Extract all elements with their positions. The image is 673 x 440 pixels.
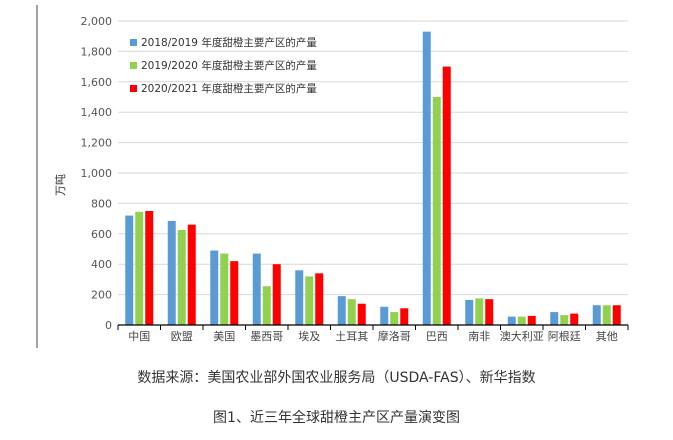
y-tick-label: 200 [91, 289, 112, 302]
bar-1-2 [220, 253, 229, 325]
bar-2-0 [145, 211, 154, 325]
x-tick-label: 巴西 [426, 330, 448, 343]
bar-2-9 [527, 315, 536, 325]
bar-2-3 [272, 264, 281, 325]
x-tick-label: 南非 [468, 330, 490, 343]
bar-1-6 [390, 312, 399, 325]
x-tick-label: 中国 [128, 330, 150, 343]
y-tick-label: 2,000 [81, 15, 113, 28]
x-tick-label: 埃及 [298, 329, 320, 343]
y-tick-label: 1,800 [81, 45, 113, 58]
bar-1-10 [560, 315, 569, 325]
legend-label: 2018/2019 年度甜橙主要产区的产量 [141, 36, 317, 49]
bar-0-2 [210, 250, 219, 325]
bar-2-4 [315, 273, 324, 325]
bar-2-10 [570, 313, 579, 325]
bar-0-8 [465, 299, 474, 325]
y-tick-label: 1,000 [81, 167, 113, 180]
bar-1-9 [517, 316, 526, 325]
bar-1-5 [347, 299, 356, 325]
legend-label: 2020/2021 年度甜橙主要产区的产量 [141, 82, 317, 95]
y-tick-label: 1,200 [81, 137, 113, 150]
bar-0-0 [125, 215, 134, 325]
bar-0-6 [380, 306, 389, 325]
y-tick-label: 0 [105, 319, 112, 332]
bar-2-7 [442, 66, 451, 325]
y-tick-label: 1,600 [81, 76, 113, 89]
bar-chart: 0 200 400 600 800 1,000 1,200 1,400 1,600 1,800 2,… [36, 5, 629, 348]
x-tick-label: 土耳其 [335, 330, 368, 343]
legend-swatch [130, 85, 137, 92]
y-tick-label: 600 [91, 228, 112, 241]
bar-0-7 [422, 31, 431, 325]
bar-1-1 [177, 230, 186, 325]
y-axis-label: 万吨 [54, 174, 67, 196]
bar-0-10 [550, 312, 559, 325]
x-tick-label: 其他 [596, 330, 618, 343]
bar-0-11 [592, 305, 601, 325]
bar-0-9 [507, 316, 516, 325]
bar-0-4 [295, 270, 304, 325]
legend-swatch [130, 62, 137, 69]
figure-caption: 图1、近三年全球甜橙主产区产量演变图 [213, 410, 460, 426]
bar-2-6 [400, 308, 409, 325]
bar-0-5 [337, 296, 346, 325]
legend-label: 2019/2020 年度甜橙主要产区的产量 [141, 59, 317, 72]
source-caption: 数据来源：美国农业部外国农业服务局（USDA-FAS）、新华指数 [137, 370, 536, 386]
x-tick-label: 欧盟 [171, 330, 193, 343]
x-tick-label: 澳大利亚 [500, 329, 544, 343]
x-tick-label: 阿根廷 [548, 329, 581, 343]
bar-0-1 [167, 220, 176, 325]
bar-1-8 [475, 298, 484, 325]
bar-2-2 [230, 261, 239, 325]
x-tick-label: 摩洛哥 [378, 329, 411, 343]
bar-2-11 [612, 305, 621, 325]
bar-1-4 [305, 276, 314, 325]
bar-1-7 [432, 97, 441, 325]
legend-swatch [130, 39, 137, 46]
bar-2-5 [357, 303, 366, 325]
bar-1-0 [135, 211, 144, 325]
y-tick-label: 1,400 [81, 106, 113, 119]
y-tick-label: 400 [91, 258, 112, 271]
x-tick-label: 墨西哥 [250, 330, 283, 343]
y-tick-label: 800 [91, 197, 112, 210]
bar-1-11 [602, 305, 611, 325]
bar-2-1 [187, 224, 196, 325]
bar-1-3 [262, 286, 271, 325]
bar-0-3 [252, 253, 261, 325]
x-tick-label: 美国 [213, 330, 235, 343]
bar-2-8 [485, 299, 494, 325]
